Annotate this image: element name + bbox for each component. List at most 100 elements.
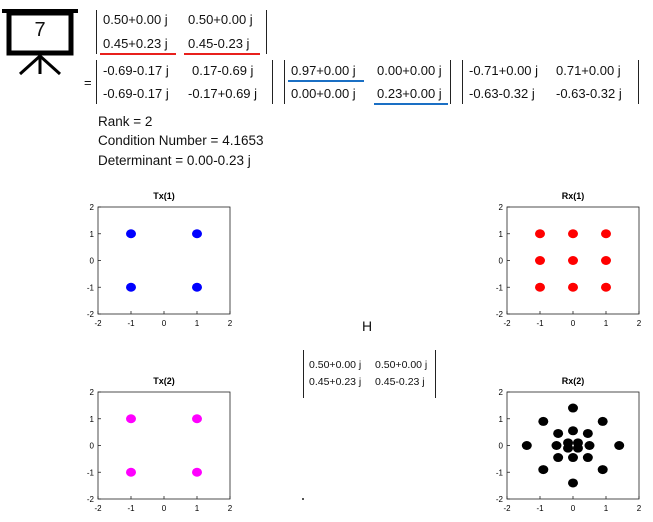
x-tick-label: 1 xyxy=(195,504,200,513)
x-tick-label: -2 xyxy=(503,504,511,513)
scatter-point xyxy=(601,256,611,265)
x-tick-label: -1 xyxy=(536,504,544,513)
matrix-u-cell: -0.69-0.17 j xyxy=(103,63,169,78)
y-tick-label: 1 xyxy=(499,415,504,424)
matrix-h-small-cell: 0.50+0.00 j xyxy=(309,359,362,371)
matrix-s-cell: 0.97+0.00 j xyxy=(291,63,356,78)
y-tick-label: 0 xyxy=(90,442,95,451)
scatter-point xyxy=(582,453,593,463)
y-tick-label: 1 xyxy=(90,415,95,424)
x-tick-label: 1 xyxy=(195,319,200,328)
rank-text: Rank = 2 xyxy=(98,114,153,129)
chart-rx1: Rx(1) -2 -1 0 1 2 2 1 0 -1 -2 xyxy=(496,191,642,328)
y-tick-label: -2 xyxy=(87,495,95,504)
scatter-point xyxy=(568,229,578,239)
x-tick-label: -2 xyxy=(94,504,102,513)
y-tick-label: 0 xyxy=(499,257,504,266)
x-tick-label: 0 xyxy=(162,504,167,513)
scatter-point xyxy=(192,467,202,477)
matrix-h-small-cell: 0.45+0.23 j xyxy=(309,376,362,388)
y-tick-label: -2 xyxy=(87,310,95,319)
matrix-u: -0.69-0.17 j 0.17-0.69 j -0.69-0.17 j -0… xyxy=(96,58,276,106)
y-tick-label: 0 xyxy=(499,442,504,451)
x-tick-label: -1 xyxy=(536,319,544,328)
x-tick-label: 1 xyxy=(604,504,609,513)
equals-sign: = xyxy=(84,75,92,90)
x-tick-label: 0 xyxy=(571,319,576,328)
presentation-icon[interactable]: 7 xyxy=(0,2,80,78)
scatter-point xyxy=(535,256,545,265)
x-tick-label: 0 xyxy=(571,504,576,513)
underline-red xyxy=(100,53,176,55)
x-tick-label: -2 xyxy=(503,319,511,328)
y-tick-label: -1 xyxy=(87,283,95,292)
condition-number-text: Condition Number = 4.1653 xyxy=(98,133,264,148)
scatter-point xyxy=(551,441,562,450)
y-tick-label: 1 xyxy=(499,230,504,239)
matrix-h-cell: 0.45-0.23 j xyxy=(188,36,250,51)
scatter-point xyxy=(538,465,549,475)
underline-red xyxy=(184,53,260,55)
scatter-point xyxy=(535,229,545,239)
matrix-s-cell: 0.00+0.00 j xyxy=(291,86,356,101)
matrix-s-cell: 0.23+0.00 j xyxy=(377,86,442,101)
matrix-u-cell: -0.17+0.69 j xyxy=(188,86,258,101)
underline-blue xyxy=(288,80,364,82)
scatter-point xyxy=(568,478,578,488)
scatter-point xyxy=(535,282,545,292)
x-tick-label: -2 xyxy=(94,319,102,328)
chart-title: Rx(2) xyxy=(562,376,585,386)
chart-tx2: Tx(2) -2 -1 0 1 2 2 1 0 -1 -2 xyxy=(87,376,233,513)
scatter-point xyxy=(553,453,564,463)
y-tick-label: 2 xyxy=(90,388,95,397)
matrix-s-cell: 0.00+0.00 j xyxy=(377,63,442,78)
chart-title: Rx(1) xyxy=(562,191,585,201)
y-tick-label: -2 xyxy=(496,310,504,319)
matrix-h-cell: 0.50+0.00 j xyxy=(103,12,168,27)
presentation-board-icon xyxy=(2,9,78,76)
tick-mark xyxy=(302,498,304,500)
matrix-u-cell: -0.69-0.17 j xyxy=(103,86,169,101)
y-tick-label: -1 xyxy=(496,283,504,292)
x-tick-label: 1 xyxy=(604,319,609,328)
matrix-u-cell: 0.17-0.69 j xyxy=(192,63,254,78)
scatter-point xyxy=(126,467,136,477)
x-tick-label: 2 xyxy=(637,319,642,328)
x-tick-label: 0 xyxy=(162,319,167,328)
scatter-point xyxy=(601,282,611,292)
scatter-point xyxy=(568,426,578,436)
y-tick-label: 0 xyxy=(90,257,95,266)
scatter-point xyxy=(192,414,202,424)
h-label: H xyxy=(362,318,373,334)
matrix-h: 0.50+0.00 j 0.50+0.00 j 0.45+0.23 j 0.45… xyxy=(96,8,270,56)
scatter-point xyxy=(568,256,578,265)
matrix-h-small-cell: 0.50+0.00 j xyxy=(375,359,428,371)
scatter-point xyxy=(192,282,202,292)
scatter-point xyxy=(568,403,578,413)
scatter-point xyxy=(568,282,578,292)
matrix-h-small-cell: 0.45-0.23 j xyxy=(375,376,425,388)
scatter-point xyxy=(601,229,611,239)
x-tick-label: 2 xyxy=(637,504,642,513)
matrix-h-cell: 0.45+0.23 j xyxy=(103,36,168,51)
scatter-point xyxy=(553,428,564,438)
y-tick-label: 2 xyxy=(90,203,95,212)
plot-area xyxy=(97,206,231,315)
matrix-h-cell: 0.50+0.00 j xyxy=(188,12,253,27)
x-tick-label: -1 xyxy=(127,319,135,328)
x-tick-label: 2 xyxy=(228,319,233,328)
matrix-s: 0.97+0.00 j 0.00+0.00 j 0.00+0.00 j 0.23… xyxy=(284,58,454,106)
y-tick-label: -2 xyxy=(496,495,504,504)
scatter-point xyxy=(572,443,583,453)
plot-area xyxy=(97,391,231,500)
scatter-point xyxy=(597,465,608,475)
scatter-point xyxy=(597,416,608,426)
scatter-point xyxy=(582,428,593,438)
scatter-point xyxy=(521,441,532,450)
y-tick-label: 1 xyxy=(90,230,95,239)
matrix-v-cell: -0.71+0.00 j xyxy=(469,63,539,78)
determinant-text: Determinant = 0.00-0.23 j xyxy=(98,153,251,168)
underline-blue xyxy=(374,103,448,105)
x-tick-label: -1 xyxy=(127,504,135,513)
scatter-point xyxy=(126,229,136,239)
